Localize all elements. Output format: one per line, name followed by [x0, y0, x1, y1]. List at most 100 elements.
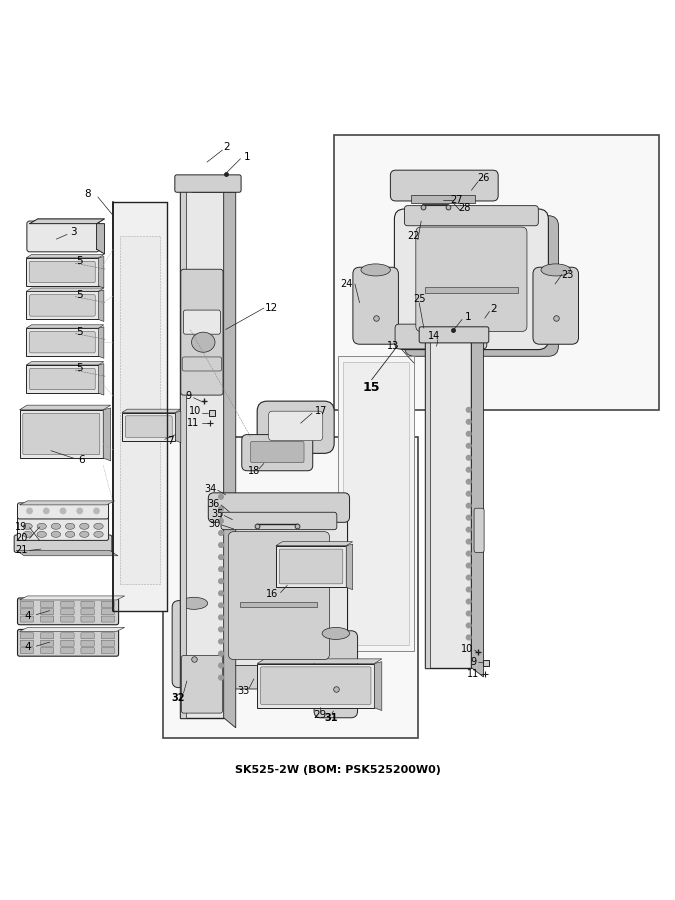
Circle shape: [466, 611, 471, 616]
FancyBboxPatch shape: [181, 269, 223, 395]
FancyBboxPatch shape: [81, 616, 95, 622]
Polygon shape: [180, 182, 236, 193]
FancyBboxPatch shape: [20, 640, 34, 646]
Text: 25: 25: [413, 293, 425, 303]
FancyBboxPatch shape: [20, 647, 34, 653]
Ellipse shape: [94, 523, 103, 529]
Text: 32: 32: [171, 693, 185, 703]
FancyBboxPatch shape: [101, 633, 115, 639]
Text: 29: 29: [313, 710, 327, 720]
Text: 1: 1: [244, 152, 250, 162]
Polygon shape: [99, 327, 104, 358]
Circle shape: [466, 539, 471, 544]
Ellipse shape: [65, 523, 75, 529]
Polygon shape: [257, 659, 382, 663]
FancyBboxPatch shape: [101, 608, 115, 615]
FancyBboxPatch shape: [14, 535, 112, 553]
FancyBboxPatch shape: [172, 600, 215, 688]
FancyBboxPatch shape: [40, 633, 54, 639]
Text: 28: 28: [458, 202, 470, 212]
FancyBboxPatch shape: [395, 324, 460, 349]
FancyBboxPatch shape: [175, 175, 241, 193]
Circle shape: [219, 494, 223, 500]
FancyBboxPatch shape: [23, 413, 100, 454]
Bar: [425, 333, 471, 668]
Ellipse shape: [180, 598, 208, 609]
FancyBboxPatch shape: [209, 493, 350, 522]
FancyBboxPatch shape: [20, 608, 34, 615]
Polygon shape: [375, 662, 382, 710]
FancyBboxPatch shape: [20, 616, 34, 622]
Bar: [343, 362, 409, 645]
Text: 2: 2: [223, 142, 230, 152]
Circle shape: [219, 567, 223, 572]
Text: 11: 11: [188, 418, 200, 428]
FancyBboxPatch shape: [456, 324, 487, 349]
Text: 22: 22: [407, 231, 419, 241]
FancyBboxPatch shape: [182, 655, 222, 713]
FancyBboxPatch shape: [221, 512, 337, 530]
Circle shape: [466, 575, 471, 580]
Ellipse shape: [80, 531, 89, 537]
Polygon shape: [276, 545, 346, 587]
FancyBboxPatch shape: [404, 206, 539, 226]
Polygon shape: [223, 182, 236, 728]
Ellipse shape: [94, 531, 103, 537]
Polygon shape: [26, 328, 99, 356]
FancyBboxPatch shape: [250, 441, 304, 463]
FancyBboxPatch shape: [394, 209, 548, 349]
Text: 6: 6: [78, 455, 84, 465]
Polygon shape: [176, 411, 181, 443]
FancyBboxPatch shape: [404, 216, 558, 356]
FancyBboxPatch shape: [61, 640, 74, 646]
Circle shape: [466, 480, 471, 484]
Ellipse shape: [541, 264, 570, 276]
Text: 5: 5: [76, 364, 83, 374]
Ellipse shape: [37, 523, 47, 529]
Circle shape: [219, 603, 223, 608]
Text: 2: 2: [490, 304, 497, 314]
FancyBboxPatch shape: [314, 631, 358, 718]
Bar: [411, 195, 475, 203]
Polygon shape: [122, 410, 181, 412]
Polygon shape: [30, 219, 105, 224]
FancyBboxPatch shape: [61, 601, 74, 608]
Ellipse shape: [23, 531, 32, 537]
FancyBboxPatch shape: [184, 310, 220, 334]
Text: 5: 5: [76, 256, 83, 266]
Text: 10: 10: [189, 406, 201, 416]
Circle shape: [466, 551, 471, 556]
Bar: [180, 182, 223, 718]
Polygon shape: [97, 224, 105, 254]
Text: 3: 3: [70, 227, 76, 237]
Circle shape: [466, 503, 471, 508]
FancyBboxPatch shape: [228, 532, 329, 660]
Circle shape: [466, 455, 471, 460]
Circle shape: [466, 527, 471, 532]
Bar: [338, 356, 414, 651]
Circle shape: [219, 507, 223, 511]
Polygon shape: [20, 596, 125, 600]
Polygon shape: [99, 364, 104, 395]
FancyBboxPatch shape: [182, 357, 221, 371]
Ellipse shape: [37, 531, 47, 537]
Text: 5: 5: [76, 290, 83, 300]
Text: 14: 14: [429, 331, 441, 341]
Circle shape: [219, 543, 223, 547]
Circle shape: [466, 516, 471, 520]
Polygon shape: [26, 288, 104, 292]
FancyBboxPatch shape: [419, 327, 489, 343]
FancyBboxPatch shape: [40, 640, 54, 646]
Circle shape: [466, 491, 471, 496]
FancyBboxPatch shape: [416, 227, 527, 331]
Polygon shape: [257, 663, 375, 707]
Circle shape: [219, 531, 223, 536]
Polygon shape: [26, 325, 104, 328]
Circle shape: [219, 554, 223, 560]
FancyBboxPatch shape: [20, 633, 34, 639]
Circle shape: [77, 508, 82, 514]
Text: 4: 4: [25, 643, 32, 652]
Bar: [234, 516, 324, 522]
Ellipse shape: [322, 627, 350, 640]
Ellipse shape: [192, 332, 215, 352]
